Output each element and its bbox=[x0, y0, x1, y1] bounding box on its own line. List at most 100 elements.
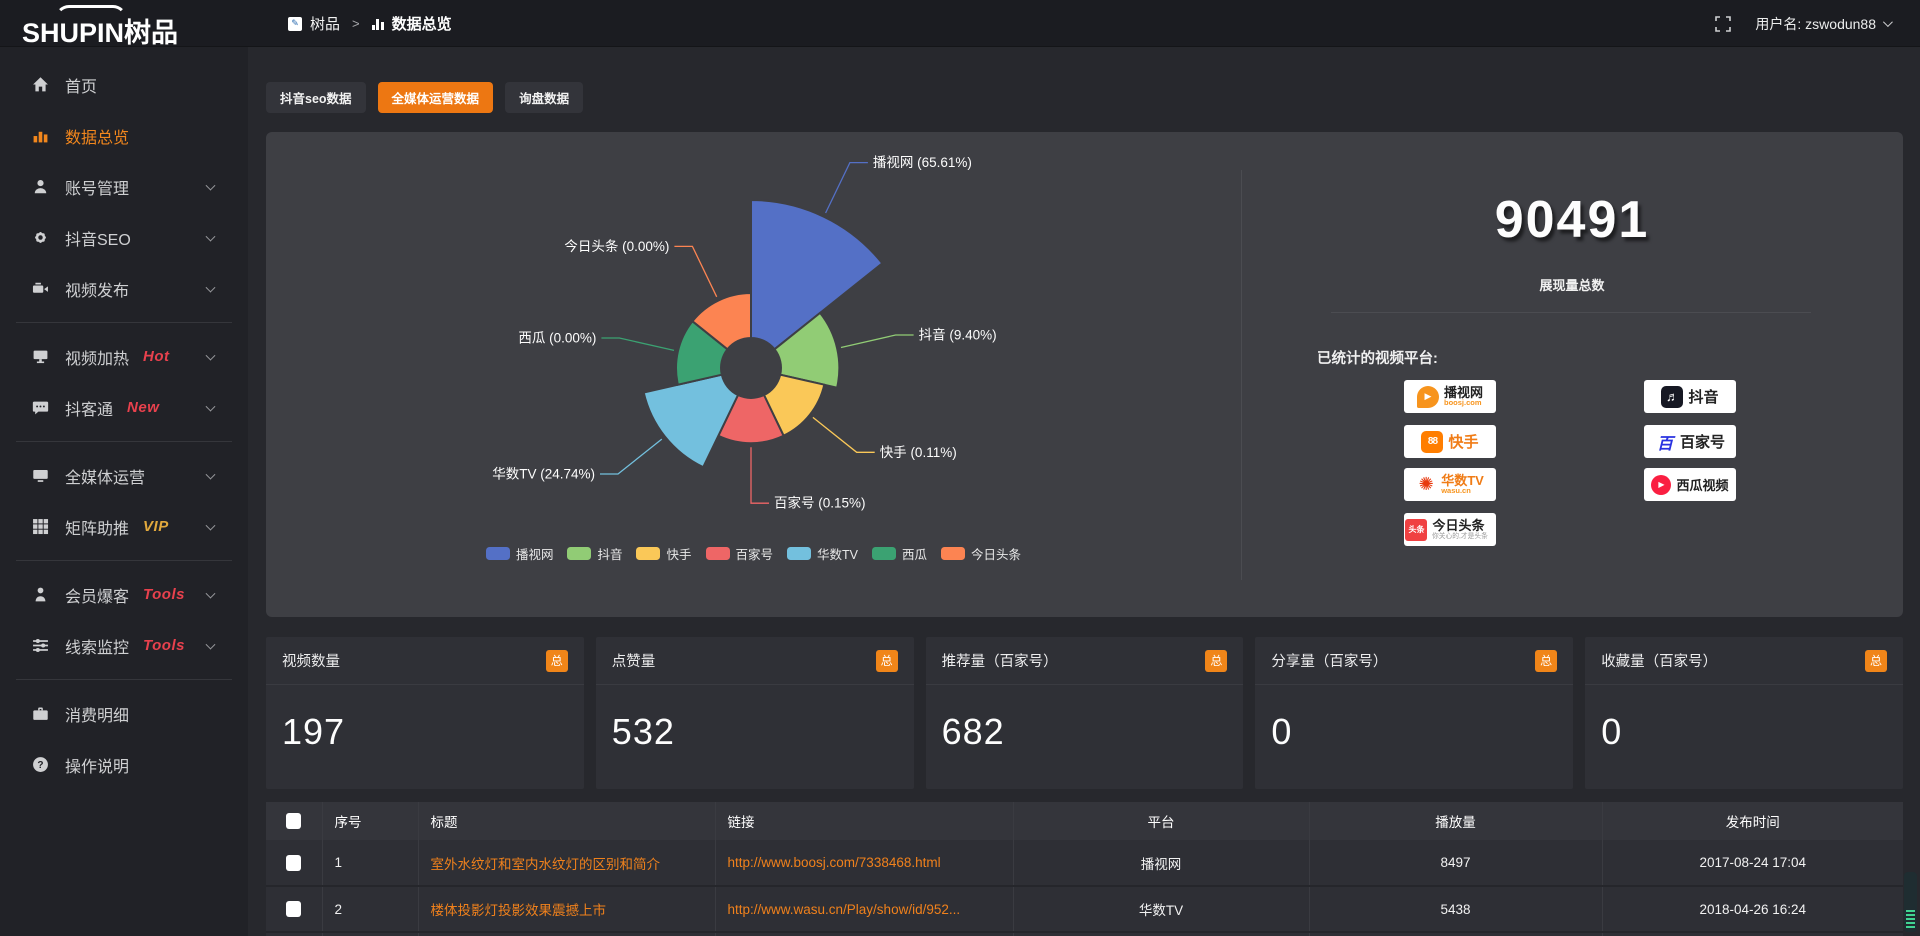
panel-divider bbox=[1241, 170, 1242, 580]
cell-platform: 华数TV bbox=[1012, 886, 1309, 933]
sidebar-item-spend-detail[interactable]: 消费明细 bbox=[0, 688, 248, 739]
col-link: 链接 bbox=[714, 802, 1013, 840]
fullscreen-icon[interactable] bbox=[1715, 15, 1732, 32]
sidebar-item-doketong[interactable]: 抖客通 New bbox=[0, 382, 248, 433]
total-impressions-label: 展现量总数 bbox=[1539, 278, 1605, 293]
chart-bars-icon bbox=[30, 127, 50, 144]
stat-value: 682 bbox=[941, 711, 1005, 752]
legend-item-百家号[interactable]: 百家号 bbox=[705, 544, 773, 563]
sidebar-item-matrix-boost[interactable]: 矩阵助推 VIP bbox=[0, 501, 248, 552]
row-checkbox[interactable] bbox=[286, 901, 302, 918]
cell-title[interactable]: 室外水纹灯和室内水纹灯的区别和简介 bbox=[417, 840, 715, 887]
sidebar-divider bbox=[16, 560, 232, 561]
pie-slice-快手[interactable] bbox=[762, 373, 826, 438]
platform-chip-douyin: ♬ 抖音 bbox=[1644, 380, 1736, 413]
total-badge: 总 bbox=[545, 649, 568, 672]
cell-seq: 2 bbox=[321, 886, 418, 933]
tab-omni-media-data[interactable]: 全媒体运营数据 bbox=[377, 82, 494, 113]
legend-item-快手[interactable]: 快手 bbox=[636, 544, 692, 563]
pie-label: 百家号 (0.15%) bbox=[774, 495, 866, 511]
cell-plays: 5438 bbox=[1308, 886, 1602, 933]
grid-icon bbox=[30, 518, 50, 535]
pie-slice-华数TV[interactable] bbox=[642, 373, 740, 469]
sidebar-item-data-overview[interactable]: 数据总览 bbox=[0, 110, 248, 161]
breadcrumb-root[interactable]: 树品 bbox=[310, 16, 341, 33]
pie-label-line bbox=[812, 416, 875, 453]
hot-badge: Hot bbox=[143, 348, 170, 365]
platform-chip-boosj: ▶ 播视网 boosj.com bbox=[1404, 380, 1496, 413]
table-header-row: 序号 标题 链接 平台 播放量 发布时间 bbox=[266, 802, 1903, 840]
chevron-down-icon bbox=[205, 350, 216, 361]
pie-slice-百家号[interactable] bbox=[717, 393, 785, 445]
briefcase-icon bbox=[30, 705, 50, 722]
pie-label: 抖音 (9.40%) bbox=[919, 327, 997, 343]
sidebar-item-video-publish[interactable]: 视频发布 bbox=[0, 263, 248, 314]
legend-label: 抖音 bbox=[597, 548, 623, 562]
col-title: 标题 bbox=[417, 802, 715, 840]
vip-badge: VIP bbox=[143, 518, 169, 535]
sidebar-divider bbox=[16, 322, 232, 323]
sidebar-item-account[interactable]: 账号管理 bbox=[0, 161, 248, 212]
select-all-checkbox[interactable] bbox=[286, 813, 302, 830]
legend-item-今日头条[interactable]: 今日头条 bbox=[941, 544, 1021, 563]
pie-slice-今日头条[interactable] bbox=[690, 291, 752, 351]
sidebar-item-douyin-seo[interactable]: 抖音SEO bbox=[0, 212, 248, 263]
pie-label: 快手 (0.11%) bbox=[880, 445, 957, 460]
pie-label-line bbox=[750, 447, 769, 504]
stat-value: 0 bbox=[1271, 711, 1293, 752]
legend-swatch bbox=[485, 547, 510, 560]
sidebar-item-member-baoke[interactable]: 会员爆客 Tools bbox=[0, 569, 248, 620]
table-row bbox=[266, 932, 1903, 936]
user-menu[interactable]: 用户名: zswodun88 bbox=[1755, 14, 1893, 34]
platform-chip-wasu: ✺ 华数TV wasu.cn bbox=[1404, 468, 1496, 501]
question-circle-icon: ? bbox=[30, 756, 50, 773]
sliders-icon bbox=[30, 637, 50, 654]
boosj-logo-icon: ▶ bbox=[1416, 385, 1439, 408]
stat-card-likes: 点赞量 总 532 bbox=[595, 637, 914, 789]
chart-legend: 播视网 抖音 快手 百家号 华数TV 西瓜 今日头条 bbox=[266, 544, 1241, 563]
cell-link[interactable]: http://www.boosj.com/7338468.html bbox=[714, 840, 1013, 887]
legend-item-华数TV[interactable]: 华数TV bbox=[787, 544, 858, 563]
cell-seq: 1 bbox=[321, 840, 418, 887]
stat-value: 0 bbox=[1601, 711, 1623, 752]
sidebar-item-help[interactable]: ? 操作说明 bbox=[0, 739, 248, 790]
legend-swatch bbox=[872, 547, 896, 560]
legend-item-西瓜[interactable]: 西瓜 bbox=[872, 544, 927, 563]
platform-chip-kuaishou: 88 快手 bbox=[1404, 425, 1496, 458]
row-checkbox[interactable] bbox=[286, 854, 302, 871]
sidebar-item-video-heat[interactable]: 视频加热 Hot bbox=[0, 331, 248, 382]
pie-label-line bbox=[840, 334, 914, 349]
stat-card-shares: 分享量（百家号） 总 0 bbox=[1255, 637, 1574, 789]
legend-item-抖音[interactable]: 抖音 bbox=[567, 544, 622, 563]
platform-chip-xigua: ▶ 西瓜视频 bbox=[1644, 468, 1736, 501]
pie-label-line bbox=[825, 161, 868, 214]
sidebar-item-lead-monitor[interactable]: 线索监控 Tools bbox=[0, 620, 248, 671]
topbar: SHUPIN树品 ✎ 树品 > 数据总览 用户名: zswodun88 bbox=[0, 0, 1920, 48]
breadcrumb-separator: > bbox=[352, 16, 360, 31]
pie-slice-西瓜[interactable] bbox=[675, 319, 729, 386]
sidebar-item-omni-media[interactable]: 全媒体运营 bbox=[0, 450, 248, 501]
pie-slice-抖音[interactable] bbox=[773, 311, 841, 389]
scroll-widget[interactable] bbox=[1904, 872, 1917, 932]
sidebar-item-home[interactable]: 首页 bbox=[0, 59, 248, 110]
sidebar: 首页 数据总览 账号管理 抖音SEO 视频发布 bbox=[0, 47, 248, 936]
table-row: 1 室外水纹灯和室内水纹灯的区别和简介 http://www.boosj.com… bbox=[266, 840, 1903, 887]
new-badge: New bbox=[127, 399, 160, 416]
tab-inquiry-data[interactable]: 询盘数据 bbox=[505, 82, 584, 113]
legend-swatch bbox=[567, 547, 592, 560]
pie-slice-播视网[interactable] bbox=[750, 198, 884, 351]
cell-link[interactable]: http://www.wasu.cn/Play/show/id/952... bbox=[714, 886, 1013, 933]
svg-text:?: ? bbox=[37, 760, 43, 771]
tab-douyin-seo-data[interactable]: 抖音seo数据 bbox=[266, 82, 366, 113]
total-badge: 总 bbox=[1864, 649, 1887, 672]
logo-arc-icon bbox=[55, 5, 127, 19]
wasu-logo-icon: ✺ bbox=[1418, 474, 1434, 494]
breadcrumb: ✎ 树品 > 数据总览 bbox=[288, 0, 452, 47]
summary-section: 90491 展现量总数 已统计的视频平台: ▶ 播视网 boosj.com ♬ … bbox=[1241, 132, 1903, 617]
stat-card-recommends: 推荐量（百家号） 总 682 bbox=[925, 637, 1244, 789]
pie-label-line bbox=[601, 337, 675, 352]
tools-badge: Tools bbox=[143, 637, 185, 654]
stat-card-video-count: 视频数量 总 197 bbox=[266, 637, 584, 789]
cell-title[interactable]: 楼体投影灯投影效果震撼上市 bbox=[417, 886, 715, 933]
legend-item-播视网[interactable]: 播视网 bbox=[485, 544, 553, 563]
